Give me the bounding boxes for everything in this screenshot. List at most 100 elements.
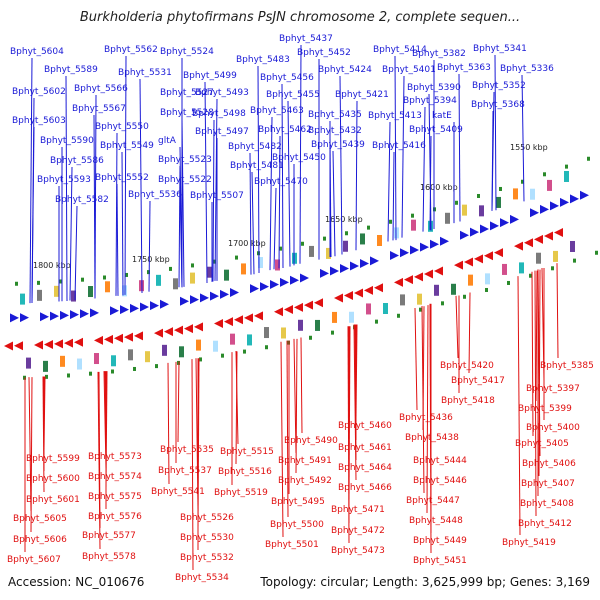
reverse-gene-arrow xyxy=(184,324,193,334)
reverse-gene-label: Bphyt_5500 xyxy=(270,520,324,530)
forward-leader-line xyxy=(249,152,252,275)
tick-mark xyxy=(507,280,510,285)
forward-leader-line xyxy=(269,116,273,271)
tick-mark xyxy=(147,270,150,275)
forward-leader-line xyxy=(93,114,96,299)
forward-leader-line xyxy=(521,74,525,202)
tick-mark xyxy=(199,357,202,362)
forward-gene-label: Bphyt_5550 xyxy=(95,122,149,132)
reverse-gene-label: Bphyt_5577 xyxy=(82,531,136,541)
feature-box xyxy=(281,327,286,339)
reverse-gene-arrow xyxy=(154,328,163,338)
forward-gene-label: Bphyt_5566 xyxy=(74,84,128,94)
feature-box xyxy=(496,196,501,208)
reverse-gene-label: Bphyt_5397 xyxy=(526,384,580,394)
reverse-gene-arrow xyxy=(44,339,53,349)
forward-gene-label: Bphyt_5482 xyxy=(228,142,282,152)
tick-mark xyxy=(463,294,466,299)
reverse-gene-arrow xyxy=(404,275,413,285)
feature-box xyxy=(519,262,524,274)
feature-box xyxy=(213,340,218,352)
reverse-gene-label: Bphyt_5472 xyxy=(331,526,385,536)
forward-gene-label: Bphyt_5562 xyxy=(104,45,158,55)
reverse-gene-label: Bphyt_5534 xyxy=(175,573,229,583)
forward-leader-line xyxy=(329,136,332,257)
forward-gene-arrow xyxy=(290,275,299,285)
reverse-gene-label: Bphyt_5418 xyxy=(441,396,495,406)
forward-gene-arrow xyxy=(90,308,99,318)
reverse-leader-line xyxy=(167,362,170,485)
reverse-leader-line xyxy=(353,324,357,481)
reverse-gene-arrow xyxy=(294,302,303,312)
forward-leader-line xyxy=(273,187,277,270)
reverse-gene-arrow xyxy=(74,337,83,347)
reverse-gene-label: Bphyt_5535 xyxy=(160,445,214,455)
reverse-gene-arrow xyxy=(64,338,73,348)
forward-gene-arrow xyxy=(280,277,289,287)
forward-gene-arrow xyxy=(330,266,339,276)
forward-gene-label: katE xyxy=(432,111,452,121)
forward-gene-arrow xyxy=(350,261,359,271)
reverse-gene-arrow xyxy=(484,251,493,261)
feature-box xyxy=(349,311,354,323)
forward-gene-label: Bphyt_5582 xyxy=(55,195,109,205)
tick-mark xyxy=(15,281,18,286)
reverse-gene-arrow xyxy=(274,307,283,317)
feature-box xyxy=(343,240,348,252)
feature-box xyxy=(88,286,93,298)
tick-mark xyxy=(89,371,92,376)
forward-gene-label: Bphyt_5363 xyxy=(437,63,491,73)
feature-box xyxy=(309,245,314,257)
reverse-leader-line xyxy=(455,295,459,359)
tick-mark xyxy=(191,263,194,268)
forward-gene-label: Bphyt_5450 xyxy=(272,153,326,163)
reverse-leader-line xyxy=(347,326,350,544)
reverse-leader-line xyxy=(535,270,538,402)
forward-gene-label: Bphyt_5604 xyxy=(10,47,64,57)
reverse-gene-arrow xyxy=(514,241,523,251)
reverse-gene-label: Bphyt_5420 xyxy=(440,361,494,371)
tick-mark xyxy=(45,374,48,379)
feature-box xyxy=(547,179,552,191)
reverse-gene-label: Bphyt_5495 xyxy=(271,497,325,507)
forward-leader-line xyxy=(65,75,68,301)
reverse-gene-arrow xyxy=(454,260,463,270)
reverse-gene-arrow xyxy=(524,238,533,248)
reverse-gene-arrow xyxy=(14,341,23,351)
forward-gene-arrow xyxy=(430,239,439,249)
reverse-gene-arrow xyxy=(554,227,563,237)
forward-gene-arrow xyxy=(210,291,219,301)
feature-box xyxy=(468,274,473,286)
forward-gene-arrow xyxy=(20,313,29,323)
forward-gene-arrow xyxy=(180,296,189,306)
reverse-leader-line xyxy=(429,303,432,554)
forward-gene-label: Bphyt_5368 xyxy=(471,100,525,110)
feature-box xyxy=(207,266,212,278)
feature-box xyxy=(94,353,99,365)
feature-box xyxy=(60,355,65,367)
feature-box xyxy=(360,233,365,245)
tick-mark xyxy=(301,241,304,246)
forward-leader-line xyxy=(422,106,426,232)
forward-gene-label: Bphyt_5499 xyxy=(183,71,237,81)
forward-gene-arrow xyxy=(220,289,229,299)
tick-mark xyxy=(411,213,414,218)
feature-box xyxy=(479,205,484,217)
reverse-gene-label: Bphyt_5601 xyxy=(26,495,80,505)
forward-leader-line xyxy=(74,205,78,301)
reverse-leader-line xyxy=(177,361,180,443)
feature-box xyxy=(564,170,569,182)
tick-mark xyxy=(235,255,238,260)
forward-gene-arrow xyxy=(470,227,479,237)
tick-mark xyxy=(573,258,576,263)
reverse-gene-label: Bphyt_5417 xyxy=(451,376,505,386)
reverse-gene-label: Bphyt_5448 xyxy=(409,516,463,526)
reverse-gene-arrow xyxy=(224,317,233,327)
feature-box xyxy=(502,263,507,275)
reverse-gene-arrow xyxy=(544,231,553,241)
reverse-gene-label: Bphyt_5490 xyxy=(284,436,338,446)
tick-mark xyxy=(59,279,62,284)
tick-mark xyxy=(389,219,392,224)
feature-box xyxy=(122,285,127,297)
reverse-gene-label: Bphyt_5607 xyxy=(7,555,61,565)
